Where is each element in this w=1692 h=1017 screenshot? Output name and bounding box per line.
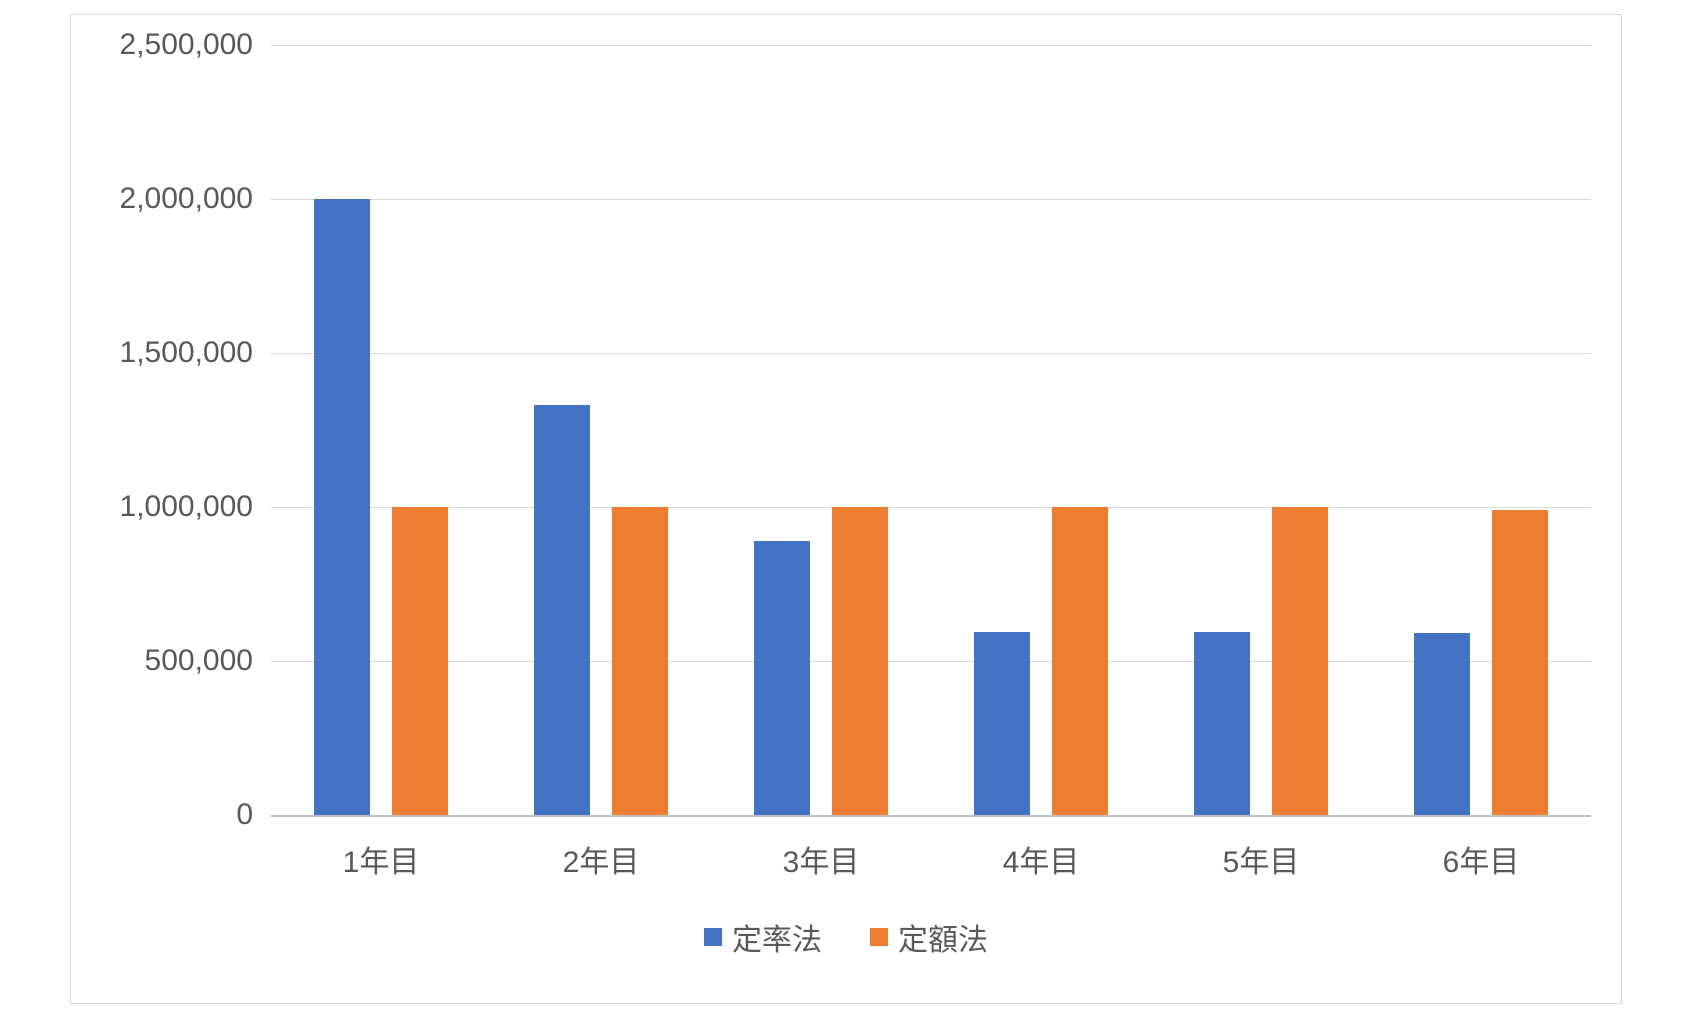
y-tick-label: 2,000,000 xyxy=(120,182,271,216)
x-tick-label: 4年目 xyxy=(1003,837,1080,881)
legend-item: 定額法 xyxy=(870,915,988,959)
legend-item: 定率法 xyxy=(704,915,822,959)
x-tick-label: 3年目 xyxy=(783,837,860,881)
legend-swatch xyxy=(870,928,888,946)
x-tick-label: 6年目 xyxy=(1443,837,1520,881)
x-tick-label: 2年目 xyxy=(563,837,640,881)
legend-swatch xyxy=(704,928,722,946)
legend-label: 定率法 xyxy=(732,915,822,959)
y-tick-label: 1,500,000 xyxy=(120,336,271,370)
plot-area: 0500,0001,000,0001,500,0002,000,0002,500… xyxy=(271,45,1591,815)
x-axis-labels: 1年目2年目3年目4年目5年目6年目 xyxy=(271,45,1591,815)
y-tick-label: 0 xyxy=(236,798,271,832)
y-tick-label: 500,000 xyxy=(145,644,271,678)
legend-label: 定額法 xyxy=(898,915,988,959)
legend: 定率法 定額法 xyxy=(71,915,1621,959)
y-tick-label: 1,000,000 xyxy=(120,490,271,524)
x-axis-line xyxy=(271,815,1591,817)
x-tick-label: 5年目 xyxy=(1223,837,1300,881)
chart-container: 0 500,000 1,000,000 1,500,000 2,000,000 2,500… xyxy=(70,14,1622,1004)
y-tick-label: 2,500,000 xyxy=(120,28,271,62)
x-tick-label: 1年目 xyxy=(343,837,420,881)
